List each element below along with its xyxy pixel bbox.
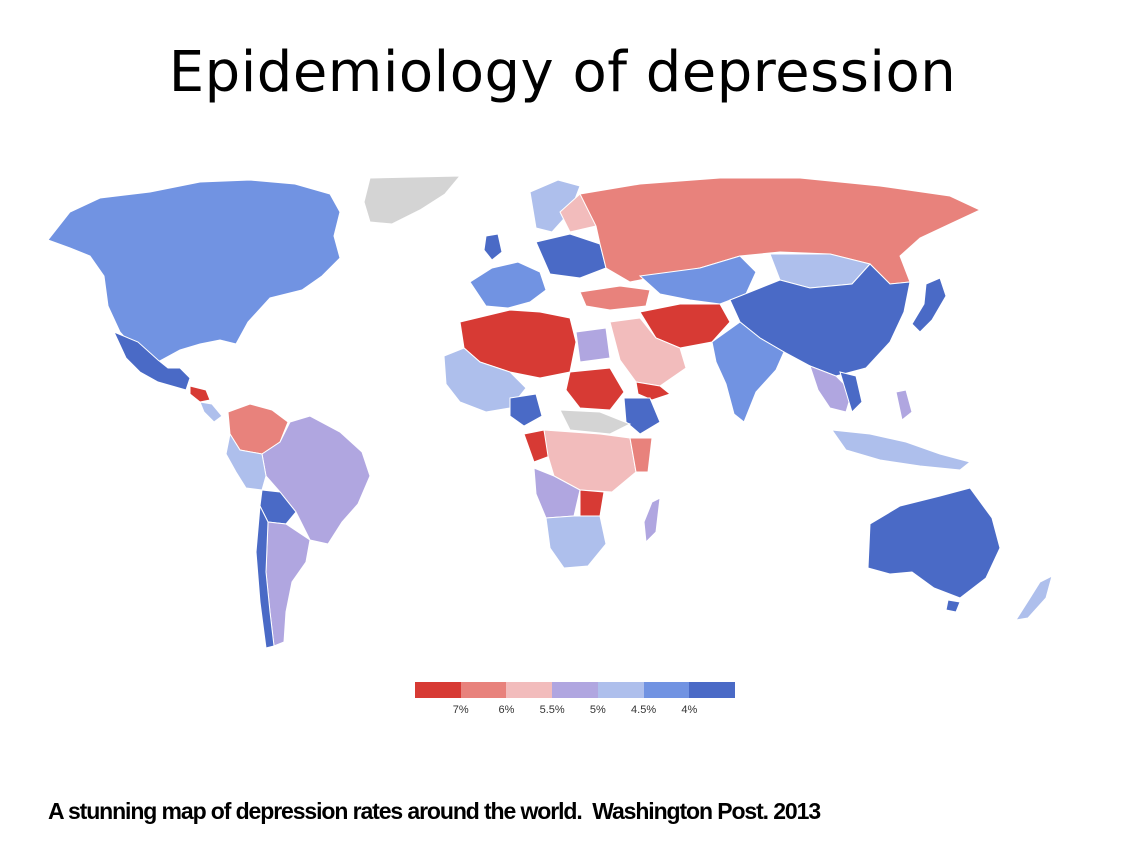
region-greenland bbox=[363, 175, 462, 225]
region-southern-africa bbox=[545, 515, 607, 569]
region-uk bbox=[483, 233, 503, 261]
region-eastern-europe bbox=[535, 233, 607, 279]
region-chad-sudan bbox=[565, 367, 625, 411]
source-caption: A stunning map of depression rates aroun… bbox=[48, 798, 821, 824]
region-east-africa bbox=[629, 437, 653, 473]
legend-swatch bbox=[643, 682, 690, 698]
region-japan bbox=[911, 277, 947, 333]
region-north-america bbox=[47, 179, 341, 363]
legend-tick-label: 4% bbox=[681, 704, 698, 716]
region-mexico bbox=[113, 331, 191, 391]
region-australia bbox=[867, 487, 1001, 599]
region-madagascar bbox=[643, 497, 661, 544]
region-southeast-asia bbox=[809, 365, 853, 413]
legend-swatch bbox=[506, 682, 553, 698]
legend-tick-label: 5.5% bbox=[539, 704, 565, 716]
region-tasmania bbox=[945, 599, 961, 613]
region-new-zealand bbox=[1014, 575, 1053, 621]
legend-tick-label: 5% bbox=[589, 704, 606, 716]
region-indonesia bbox=[830, 429, 972, 471]
region-india bbox=[711, 321, 785, 423]
region-central-america-south bbox=[199, 401, 223, 423]
region-arabia bbox=[609, 317, 687, 387]
region-nigeria bbox=[509, 393, 543, 427]
region-central-africa bbox=[559, 409, 632, 435]
region-central-south-africa bbox=[543, 429, 637, 493]
world-map bbox=[40, 172, 1070, 662]
legend-swatch bbox=[689, 682, 736, 698]
legend-ticks: 7% 6% 5.5% 5% 4.5% 4% bbox=[415, 698, 735, 718]
region-ethiopia bbox=[623, 397, 661, 435]
legend-swatch bbox=[552, 682, 598, 698]
region-central-america bbox=[189, 385, 211, 403]
region-argentina bbox=[265, 521, 311, 647]
region-egypt bbox=[575, 327, 611, 363]
region-western-europe bbox=[469, 261, 547, 309]
region-zimbabwe-area bbox=[579, 489, 605, 519]
legend-tick-label: 7% bbox=[452, 704, 469, 716]
legend-swatch bbox=[415, 682, 461, 698]
legend-swatch bbox=[597, 682, 644, 698]
region-yemen bbox=[635, 381, 672, 401]
slide-title: Epidemiology of depression bbox=[168, 40, 957, 105]
region-turkey bbox=[579, 285, 651, 311]
legend-color-bar bbox=[415, 682, 736, 698]
legend-tick-label: 4.5% bbox=[631, 704, 657, 716]
region-chile bbox=[255, 504, 275, 649]
region-philippines bbox=[895, 389, 913, 421]
legend-tick-label: 6% bbox=[498, 704, 515, 716]
region-vietnam bbox=[839, 371, 863, 413]
legend-swatch bbox=[460, 682, 507, 698]
legend: 7% 6% 5.5% 5% 4.5% 4% bbox=[415, 682, 736, 722]
